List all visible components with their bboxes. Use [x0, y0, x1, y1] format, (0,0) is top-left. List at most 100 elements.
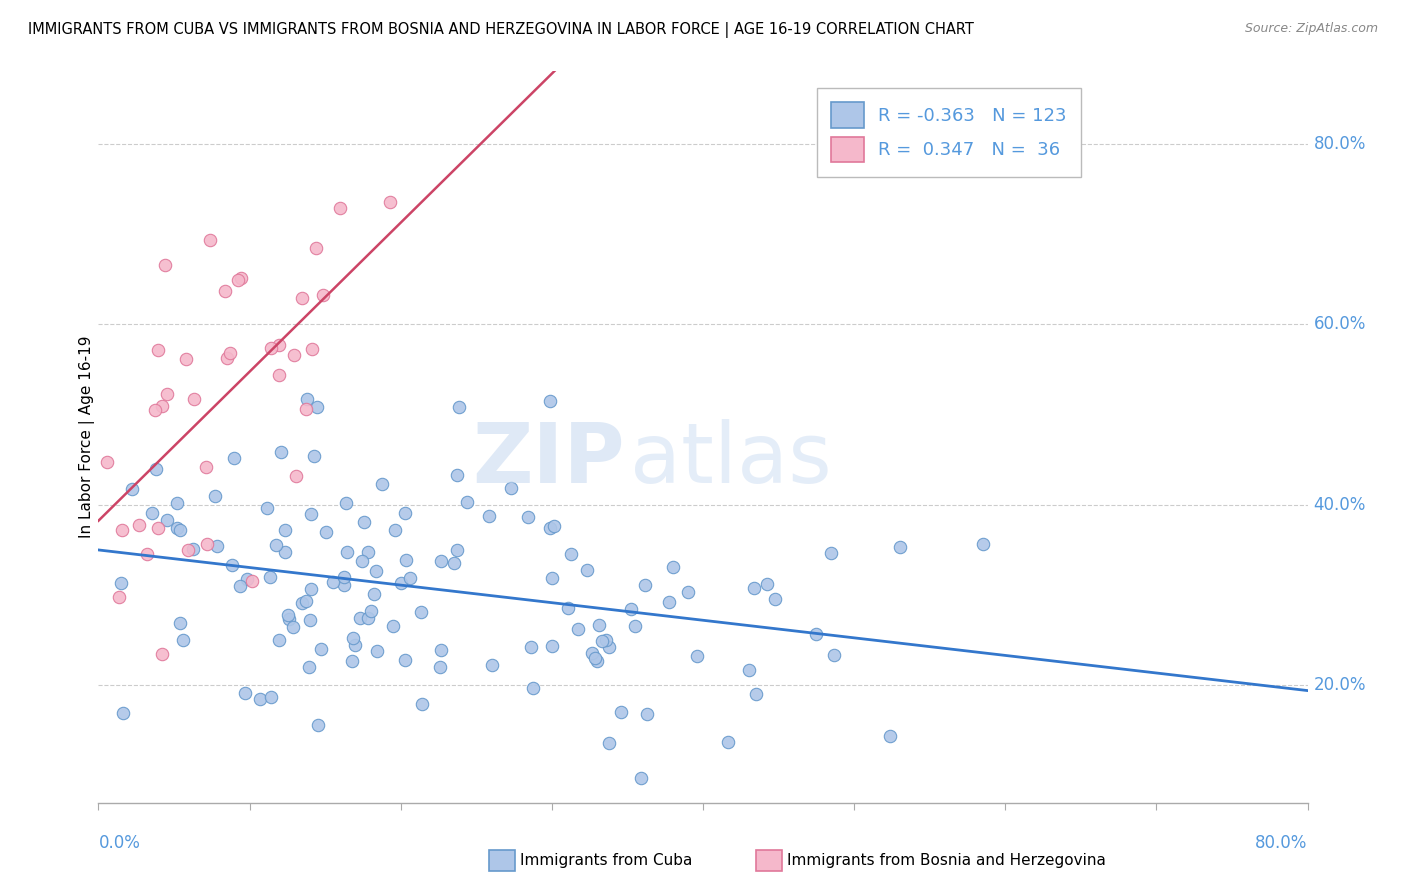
Text: 20.0%: 20.0% [1313, 676, 1367, 694]
Point [150, 647, 173, 661]
Point [429, 554, 451, 568]
Point [174, 351, 197, 366]
Point [214, 284, 236, 298]
Point [305, 400, 328, 414]
Point [229, 579, 252, 593]
Point [143, 403, 166, 417]
Point [96, 455, 118, 469]
Point [260, 690, 283, 704]
Point [240, 574, 263, 588]
Point [177, 542, 200, 557]
Point [198, 233, 221, 247]
Point [204, 489, 226, 503]
Point [298, 660, 321, 674]
Text: 80.0%: 80.0% [1256, 834, 1308, 852]
Point [267, 632, 290, 647]
Point [658, 595, 681, 609]
Point [972, 537, 994, 551]
Text: Immigrants from Cuba: Immigrants from Cuba [520, 854, 693, 868]
Point [333, 578, 356, 592]
Point [575, 563, 598, 577]
Point [335, 496, 357, 510]
Point [267, 338, 290, 352]
Point [291, 596, 314, 610]
Point [588, 617, 610, 632]
Point [207, 539, 229, 553]
Point [148, 343, 170, 357]
Point [540, 571, 562, 585]
Point [274, 523, 297, 537]
Text: 0.0%: 0.0% [98, 834, 141, 852]
Point [228, 273, 250, 287]
Point [336, 544, 359, 558]
Point [110, 524, 132, 538]
Point [166, 496, 188, 510]
Point [340, 654, 363, 668]
Point [256, 501, 278, 516]
Point [357, 545, 380, 559]
Point [519, 640, 541, 655]
Point [121, 482, 143, 496]
Point [148, 520, 170, 534]
Point [591, 633, 613, 648]
Text: IMMIGRANTS FROM CUBA VS IMMIGRANTS FROM BOSNIA AND HERZEGOVINA IN LABOR FORCE | : IMMIGRANTS FROM CUBA VS IMMIGRANTS FROM … [28, 22, 974, 38]
Point [371, 476, 394, 491]
Point [389, 575, 412, 590]
Point [394, 506, 416, 520]
Point [742, 581, 765, 595]
Point [153, 258, 176, 272]
Point [366, 644, 388, 658]
Point [456, 494, 478, 508]
Point [299, 582, 322, 597]
Point [522, 681, 544, 696]
Point [481, 657, 503, 672]
Text: Immigrants from Bosnia and Herzegovina: Immigrants from Bosnia and Herzegovina [787, 854, 1107, 868]
Point [446, 542, 468, 557]
Point [381, 619, 404, 633]
Point [349, 611, 371, 625]
Point [763, 592, 786, 607]
Point [312, 287, 335, 301]
Point [304, 450, 326, 464]
Point [322, 574, 344, 589]
Point [610, 705, 633, 719]
Point [357, 610, 380, 624]
Point [363, 587, 385, 601]
Point [395, 553, 418, 567]
Point [236, 572, 259, 586]
Point [586, 654, 609, 668]
Point [879, 729, 901, 743]
Point [249, 692, 271, 706]
Point [394, 652, 416, 666]
Point [678, 585, 700, 599]
Point [353, 515, 375, 529]
Point [429, 642, 451, 657]
Point [543, 519, 565, 533]
Point [291, 291, 314, 305]
Point [217, 351, 239, 365]
Point [277, 608, 299, 623]
Point [297, 392, 319, 406]
Point [443, 556, 465, 570]
Text: 40.0%: 40.0% [1313, 496, 1367, 514]
Point [429, 659, 451, 673]
Point [195, 537, 218, 551]
Point [823, 648, 845, 662]
Point [166, 520, 188, 534]
Point [156, 386, 179, 401]
Point [221, 558, 243, 573]
Point [360, 604, 382, 618]
Point [560, 547, 582, 561]
Point [538, 394, 561, 409]
Point [270, 445, 292, 459]
Point [446, 468, 468, 483]
Point [135, 548, 157, 562]
Point [266, 538, 288, 552]
Point [181, 542, 204, 557]
Point [218, 345, 240, 359]
Point [110, 576, 132, 591]
Point [636, 707, 658, 722]
Point [538, 521, 561, 535]
Point [581, 646, 603, 660]
Point [583, 651, 606, 665]
